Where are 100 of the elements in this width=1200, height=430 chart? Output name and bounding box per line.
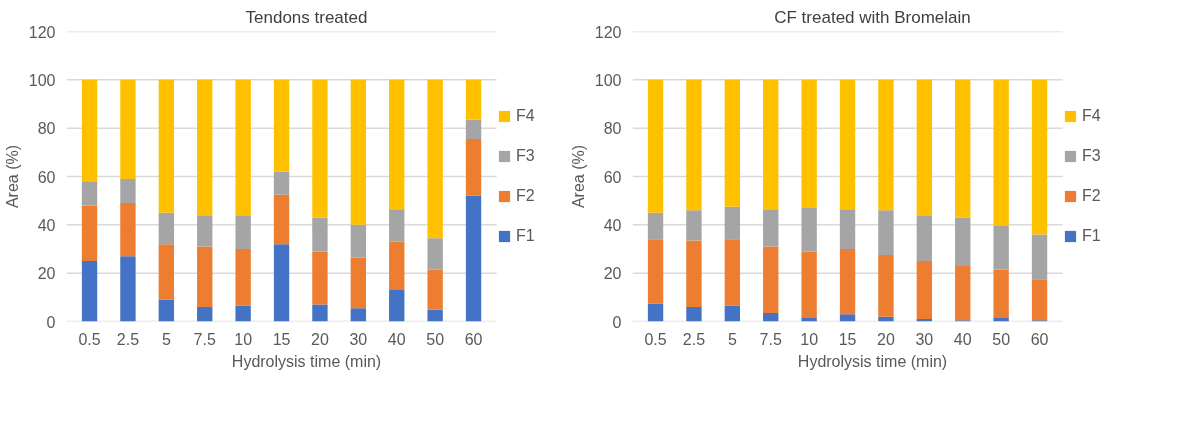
y-tick-label: 0 — [46, 313, 56, 331]
bar — [724, 206, 741, 240]
bar — [1031, 279, 1048, 321]
bar — [686, 79, 702, 211]
bar — [158, 79, 175, 213]
bar — [465, 119, 482, 140]
bar — [839, 314, 856, 322]
bar — [389, 79, 405, 210]
bar — [955, 217, 971, 266]
bar — [273, 194, 290, 245]
y-tick-label: 80 — [603, 120, 622, 138]
bar — [389, 290, 405, 322]
bar — [120, 203, 136, 257]
bar — [81, 205, 98, 262]
bar — [993, 79, 1009, 227]
x-tick-label: 2.5 — [116, 330, 140, 348]
x-tick-label: 0.5 — [644, 330, 667, 348]
x-tick-label: 30 — [349, 330, 368, 348]
bar — [955, 265, 971, 321]
y-tick-label: 40 — [603, 216, 622, 234]
x-tick-label: 50 — [426, 330, 445, 348]
bar — [273, 79, 290, 172]
legend-label: F2 — [1082, 187, 1102, 205]
bar — [235, 249, 251, 306]
chart-title: CF treated with Bromelain — [774, 7, 971, 27]
bar — [724, 305, 741, 322]
bar — [273, 244, 290, 322]
y-tick-label: 100 — [594, 71, 622, 89]
x-tick-label: 5 — [727, 330, 737, 348]
x-tick-label: 7.5 — [759, 330, 782, 348]
bar — [724, 239, 741, 306]
bar — [801, 251, 817, 318]
y-tick-label: 0 — [612, 313, 622, 331]
y-tick-label: 120 — [594, 23, 622, 41]
bar — [647, 303, 664, 322]
x-tick-label: 20 — [311, 330, 329, 348]
x-tick-label: 2.5 — [682, 330, 706, 348]
bar — [993, 226, 1009, 270]
x-tick-label: 15 — [838, 330, 857, 348]
bar — [350, 308, 367, 322]
bar — [801, 207, 817, 252]
bar — [465, 195, 482, 322]
bar — [839, 209, 856, 249]
bar — [993, 269, 1009, 318]
bar — [81, 261, 98, 322]
bar — [389, 241, 405, 291]
y-tick-label: 100 — [28, 71, 56, 89]
y-tick-label: 80 — [37, 120, 56, 138]
legend-label: F1 — [516, 227, 536, 245]
x-tick-label: 5 — [161, 330, 171, 348]
bar — [724, 79, 741, 207]
legend-label: F4 — [516, 107, 536, 125]
bar — [158, 299, 175, 322]
x-tick-label: 10 — [234, 330, 253, 348]
bar — [273, 171, 290, 195]
bar — [647, 239, 664, 304]
bar — [427, 79, 443, 239]
bar — [158, 212, 175, 245]
bar — [389, 209, 405, 242]
bar — [120, 79, 136, 179]
bar — [427, 269, 443, 310]
bar — [686, 307, 702, 322]
x-tick-label: 50 — [992, 330, 1011, 348]
legend-label: F3 — [1082, 147, 1102, 165]
bar — [197, 79, 213, 216]
bar — [81, 79, 98, 182]
bar — [916, 79, 933, 216]
bar — [350, 224, 367, 258]
x-tick-label: 10 — [800, 330, 819, 348]
y-tick-label: 20 — [603, 265, 622, 283]
bar — [647, 79, 664, 213]
y-axis-title: Area (%) — [3, 144, 21, 209]
bar — [686, 240, 702, 307]
x-tick-label: 20 — [877, 330, 895, 348]
legend-label: F2 — [516, 187, 536, 205]
bar — [686, 210, 702, 241]
bar — [197, 307, 213, 322]
bar — [350, 79, 367, 225]
bar — [763, 313, 779, 322]
bar — [312, 217, 328, 252]
bar — [763, 79, 779, 210]
bar — [647, 212, 664, 240]
bar — [312, 79, 328, 218]
bar — [1031, 234, 1048, 280]
bar — [197, 246, 213, 307]
bar — [158, 244, 175, 300]
bar — [427, 309, 443, 322]
x-tick-label: 30 — [915, 330, 934, 348]
bar — [427, 238, 443, 270]
y-axis-title: Area (%) — [569, 144, 587, 209]
bar — [801, 79, 817, 208]
legend-label: F1 — [1082, 227, 1102, 245]
bar — [81, 181, 98, 206]
bar — [955, 79, 971, 218]
y-tick-label: 60 — [603, 168, 622, 186]
bar — [763, 246, 779, 314]
legend-label: F3 — [516, 147, 536, 165]
chart-title: Tendons treated — [245, 7, 368, 27]
bar — [235, 305, 251, 322]
bar — [878, 210, 894, 256]
